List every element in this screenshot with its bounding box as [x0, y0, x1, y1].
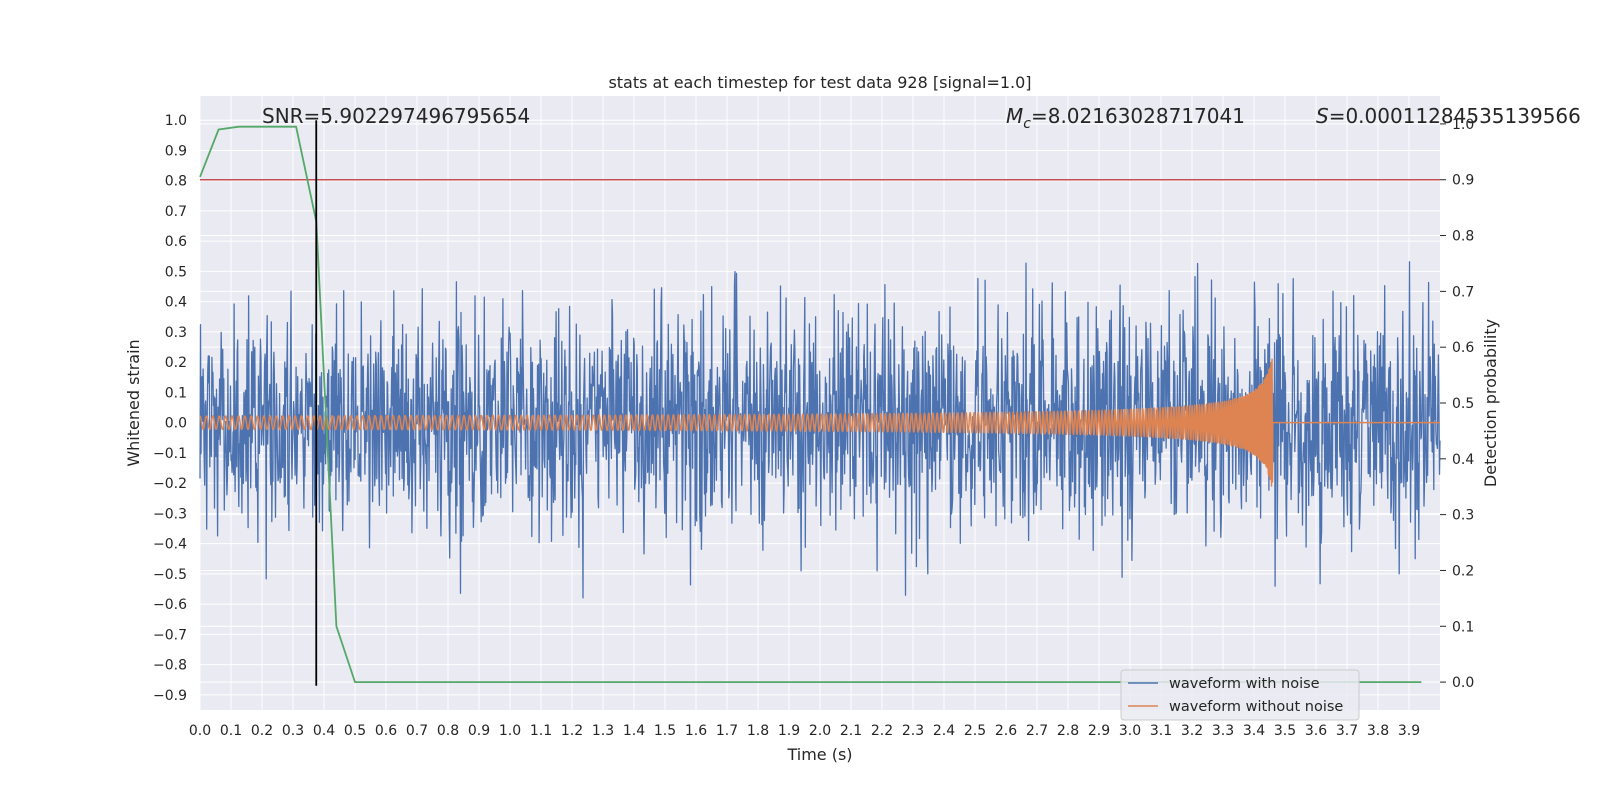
- x-tick-label: 0.9: [468, 723, 490, 739]
- y2-tick-label: 0.7: [1452, 284, 1474, 300]
- x-tick-label: 0.8: [437, 723, 459, 739]
- y-tick-label: 0.5: [165, 264, 187, 280]
- x-tick-label: 1.7: [716, 723, 738, 739]
- legend-box: [1120, 669, 1360, 721]
- x-tick-label: 3.8: [1367, 723, 1389, 739]
- chirp-mass-value: =8.02163028717041: [1031, 104, 1245, 128]
- x-tick-label: 2.5: [964, 723, 986, 739]
- x-tick-label: 3.5: [1274, 723, 1296, 739]
- y-tick-label: 0.2: [165, 355, 187, 371]
- y-tick-label: 0.9: [165, 143, 187, 159]
- x-tick-label: 1.1: [530, 723, 552, 739]
- x-tick-label: 1.8: [747, 723, 769, 739]
- y-tick-label: 0.4: [165, 295, 187, 311]
- chart-title: stats at each timestep for test data 928…: [608, 73, 1031, 92]
- s-value: =0.00011284535139566: [1329, 104, 1581, 128]
- x-tick-label: 1.0: [499, 723, 521, 739]
- y-tick-label: 0.8: [165, 174, 187, 190]
- legend-label-noise: waveform with noise: [1169, 676, 1320, 692]
- x-tick-label: 2.6: [995, 723, 1017, 739]
- y2-axis-label: Detection probability: [1481, 319, 1500, 487]
- y-tick-label: −0.3: [153, 506, 187, 522]
- y-tick-label: −0.5: [153, 567, 187, 583]
- y-tick-label: −0.2: [153, 476, 187, 492]
- x-tick-label: 0.4: [313, 723, 335, 739]
- x-tick-label: 2.3: [902, 723, 924, 739]
- x-tick-label: 2.9: [1088, 723, 1110, 739]
- x-tick-label: 2.0: [809, 723, 831, 739]
- x-tick-label: 1.3: [592, 723, 614, 739]
- y-tick-label: −0.7: [153, 627, 187, 643]
- y-tick-label: −0.1: [153, 446, 187, 462]
- x-tick-label: 0.6: [375, 723, 397, 739]
- y2-tick-label: 0.1: [1452, 619, 1474, 635]
- legend: waveform with noise waveform without noi…: [1120, 669, 1360, 721]
- series-waveform-with-noise: [199, 261, 1441, 599]
- ticks-layer: 0.0 0.1 0.2 0.3 0.4 0.5 0.6 0.7 0.8 0.9 1.0 1.1 1.2 1…: [153, 113, 1474, 739]
- s-annotation: S=0.00011284535139566: [1316, 104, 1581, 128]
- y-tick-label: 0.7: [165, 204, 187, 220]
- chirp-mass-symbol: M: [1006, 104, 1023, 128]
- y2-tick-label: 0.2: [1452, 563, 1474, 579]
- y-tick-label: −0.6: [153, 597, 187, 613]
- y-tick-label: 1.0: [165, 113, 187, 129]
- x-tick-label: 3.4: [1243, 723, 1265, 739]
- y2-tick-label: 0.6: [1452, 340, 1474, 356]
- y-tick-label: −0.9: [153, 688, 187, 704]
- x-tick-label: 1.2: [561, 723, 583, 739]
- y-tick-label: −0.8: [153, 658, 187, 674]
- s-symbol: S: [1316, 104, 1329, 128]
- y-tick-label: 0.0: [165, 416, 187, 432]
- y2-tick-label: 0.8: [1452, 229, 1474, 245]
- data-layer: [199, 120, 1441, 686]
- y2-tick-label: 0.4: [1452, 452, 1474, 468]
- x-tick-label: 3.7: [1336, 723, 1358, 739]
- x-tick-label: 1.5: [654, 723, 676, 739]
- y-tick-label: 0.1: [165, 385, 187, 401]
- x-tick-label: 0.3: [282, 723, 304, 739]
- x-tick-label: 1.4: [623, 723, 645, 739]
- y2-tick-label: 1.0: [1452, 117, 1474, 133]
- x-tick-label: 3.3: [1212, 723, 1234, 739]
- y2-tick-label: 0.0: [1452, 675, 1474, 691]
- y-tick-label: 0.6: [165, 234, 187, 250]
- y-tick-label: 0.3: [165, 325, 187, 341]
- x-tick-label: 0.0: [189, 723, 211, 739]
- x-tick-label: 3.0: [1119, 723, 1141, 739]
- y2-tick-label: 0.5: [1452, 396, 1474, 412]
- x-tick-label: 0.5: [344, 723, 366, 739]
- x-tick-label: 3.1: [1150, 723, 1172, 739]
- x-tick-label: 3.6: [1305, 723, 1327, 739]
- legend-label-clean: waveform without noise: [1169, 699, 1343, 715]
- x-tick-label: 2.8: [1057, 723, 1079, 739]
- y2-tick-label: 0.9: [1452, 173, 1474, 189]
- series-waveform-without-noise: [199, 358, 1441, 487]
- chirp-mass-annotation: Mc=8.02163028717041: [1006, 104, 1245, 132]
- x-tick-label: 0.7: [406, 723, 428, 739]
- x-tick-label: 2.7: [1026, 723, 1048, 739]
- x-tick-label: 3.2: [1181, 723, 1203, 739]
- x-tick-label: 1.9: [778, 723, 800, 739]
- y-tick-label: −0.4: [153, 537, 187, 553]
- chirp-mass-subscript: c: [1023, 116, 1031, 132]
- snr-annotation: SNR=5.902297496795654: [262, 104, 530, 128]
- x-tick-label: 2.1: [840, 723, 862, 739]
- x-tick-label: 1.6: [685, 723, 707, 739]
- y2-tick-label: 0.3: [1452, 508, 1474, 524]
- y-axis-label: Whitened strain: [124, 339, 143, 466]
- x-tick-label: 0.1: [220, 723, 242, 739]
- x-tick-label: 2.2: [871, 723, 893, 739]
- x-tick-label: 3.9: [1398, 723, 1420, 739]
- x-axis-label: Time (s): [786, 745, 852, 764]
- series-detection-probability: [199, 125, 1422, 683]
- x-tick-label: 2.4: [933, 723, 955, 739]
- x-tick-label: 0.2: [251, 723, 273, 739]
